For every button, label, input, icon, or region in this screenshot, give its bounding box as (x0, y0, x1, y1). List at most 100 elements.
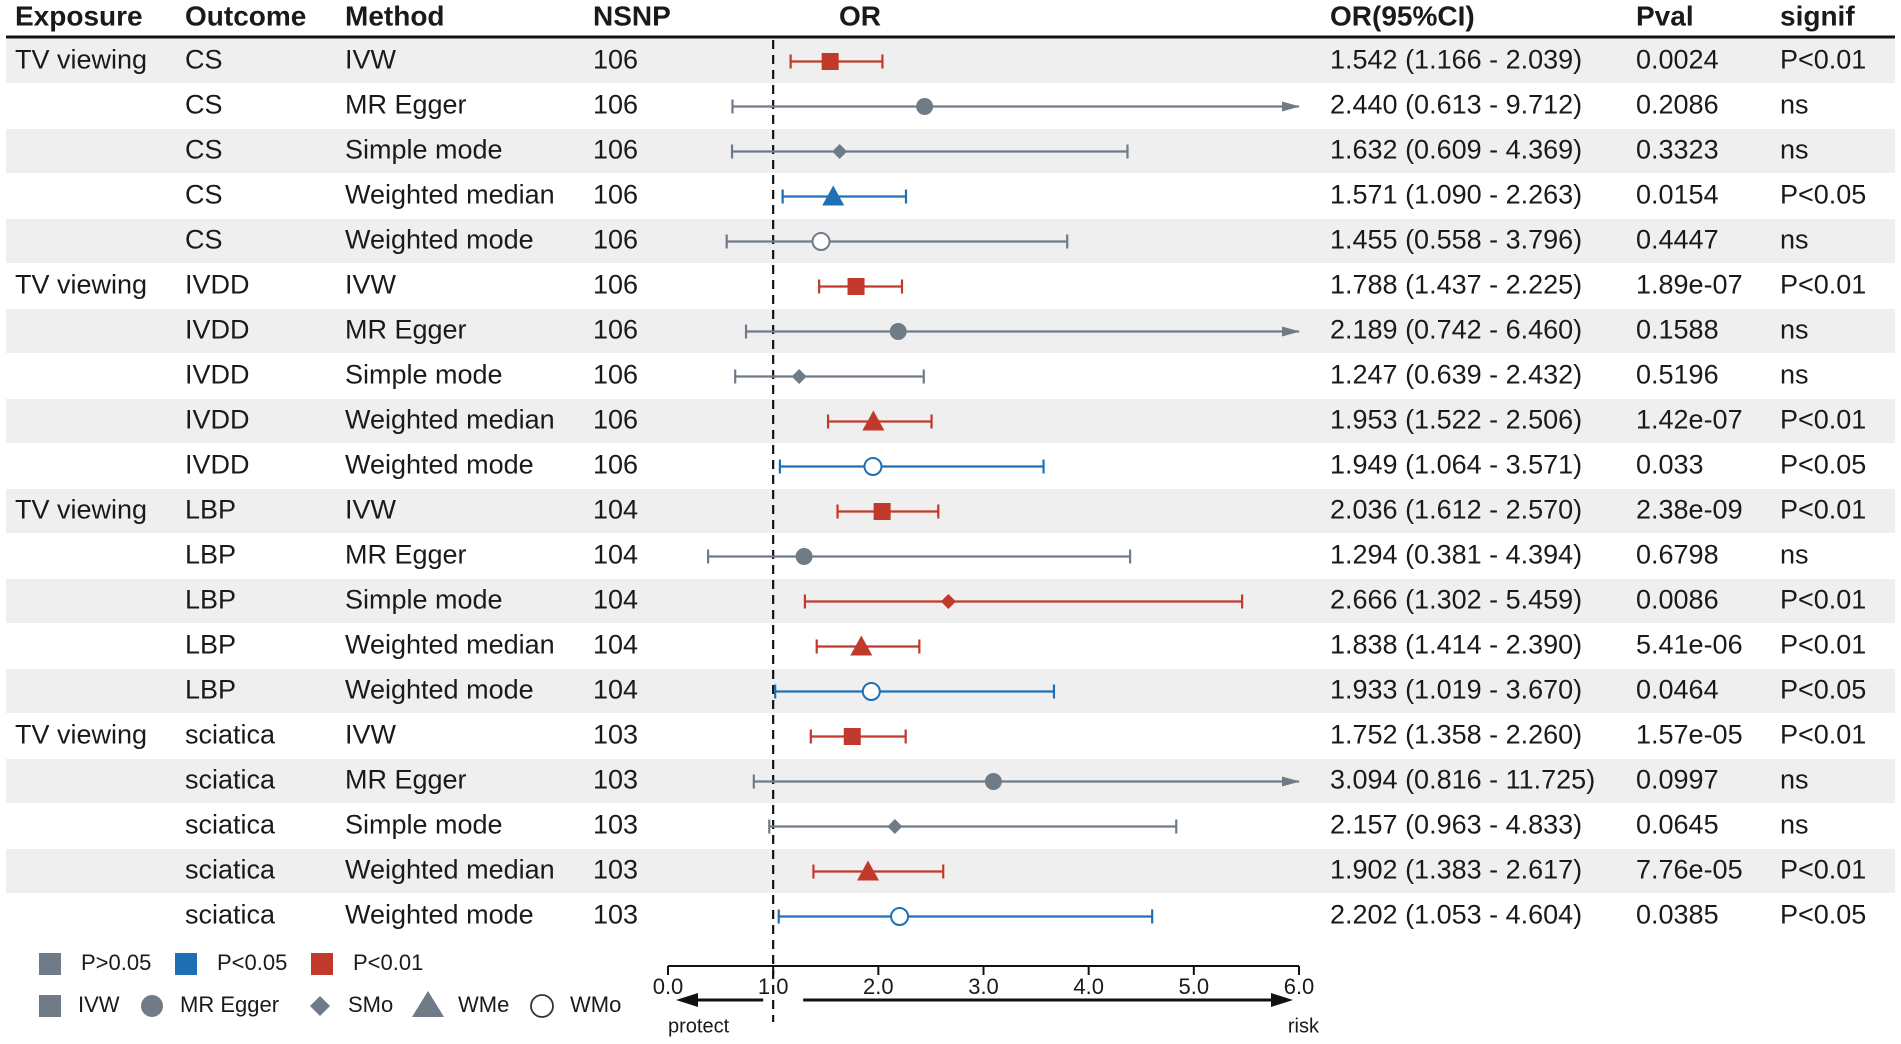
cell-outcome: CS (185, 90, 223, 120)
cell-method: Weighted median (345, 405, 555, 435)
cell-signif: P<0.05 (1780, 450, 1866, 480)
point-estimate-triangle (862, 410, 885, 431)
point-estimate-triangle (822, 185, 845, 206)
legend-circle (141, 995, 163, 1017)
cell-nsnp: 104 (593, 540, 638, 570)
cell-or-ci: 1.953 (1.522 - 2.506) (1330, 405, 1582, 435)
cell-outcome: LBP (185, 585, 236, 615)
point-estimate-open (861, 682, 881, 701)
legend-open-circle (530, 994, 554, 1018)
cell-pval: 7.76e-05 (1636, 855, 1743, 885)
point-estimate-circle (916, 98, 934, 115)
cell-nsnp: 103 (593, 810, 638, 840)
legend-shape-label: SMo (348, 992, 393, 1017)
cell-method: Weighted mode (345, 450, 534, 480)
cell-method: IVW (345, 495, 397, 525)
cell-signif: ns (1780, 135, 1809, 165)
cell-pval: 0.0385 (1636, 900, 1719, 930)
x-tick-label: 6.0 (1284, 974, 1315, 999)
cell-or-ci: 1.632 (0.609 - 4.369) (1330, 135, 1582, 165)
cell-pval: 0.6798 (1636, 540, 1719, 570)
cell-exposure: TV viewing (15, 45, 147, 75)
cell-pval: 0.4447 (1636, 225, 1719, 255)
cell-nsnp: 104 (593, 495, 638, 525)
cell-signif: P<0.01 (1780, 495, 1866, 525)
forest-row-16 (752, 773, 1300, 790)
cell-nsnp: 104 (593, 585, 638, 615)
legend-shape-circle (141, 995, 163, 1017)
cell-outcome: sciatica (185, 720, 276, 750)
cell-signif: P<0.01 (1780, 45, 1866, 75)
cell-pval: 1.57e-05 (1636, 720, 1743, 750)
forest-row-6 (744, 323, 1300, 340)
point-estimate-diamond (791, 369, 807, 384)
forest-row-3 (781, 185, 908, 206)
cell-pval: 0.0997 (1636, 765, 1719, 795)
cell-or-ci: 1.752 (1.358 - 2.260) (1330, 720, 1582, 750)
cell-or-ci: 3.094 (0.816 - 11.725) (1330, 765, 1595, 795)
point-estimate-square (821, 53, 839, 70)
cell-signif: ns (1780, 810, 1809, 840)
cell-signif: P<0.01 (1780, 630, 1866, 660)
cell-or-ci: 2.189 (0.742 - 6.460) (1330, 315, 1582, 345)
forest-row-12 (803, 594, 1244, 609)
forest-row-9 (778, 457, 1045, 476)
cell-signif: P<0.01 (1780, 270, 1866, 300)
cell-nsnp: 106 (593, 270, 638, 300)
cell-method: IVW (345, 270, 397, 300)
cell-outcome: CS (185, 180, 223, 210)
forest-row-14 (774, 682, 1056, 701)
cell-outcome: LBP (185, 540, 236, 570)
cell-nsnp: 106 (593, 450, 638, 480)
forest-row-18 (812, 860, 945, 881)
cell-or-ci: 2.440 (0.613 - 9.712) (1330, 90, 1582, 120)
cell-nsnp: 106 (593, 360, 638, 390)
header-exposure: Exposure (15, 0, 143, 31)
cell-outcome: sciatica (185, 900, 276, 930)
forest-row-4 (725, 232, 1069, 251)
cell-method: Weighted median (345, 180, 555, 210)
cell-signif: P<0.05 (1780, 675, 1866, 705)
cell-method: Simple mode (345, 360, 503, 390)
cell-method: Simple mode (345, 810, 503, 840)
cell-method: MR Egger (345, 765, 467, 795)
header-method: Method (345, 0, 445, 31)
risk-label: risk (1288, 1015, 1320, 1037)
forest-row-15 (809, 728, 907, 745)
row-stripe (6, 39, 1895, 83)
cell-nsnp: 106 (593, 405, 638, 435)
cell-nsnp: 103 (593, 855, 638, 885)
point-estimate-square (873, 503, 891, 520)
legend-shape-label: WMo (570, 992, 621, 1017)
x-tick-label: 0.0 (653, 974, 684, 999)
cell-or-ci: 1.933 (1.019 - 3.670) (1330, 675, 1582, 705)
forest-row-19 (777, 907, 1154, 926)
header-nsnp: NSNP (593, 0, 671, 31)
legend-color-label: P<0.01 (353, 950, 423, 975)
cell-pval: 5.41e-06 (1636, 630, 1743, 660)
forest-row-0 (789, 53, 884, 70)
x-tick-label: 5.0 (1179, 974, 1210, 999)
cell-or-ci: 1.294 (0.381 - 4.394) (1330, 540, 1582, 570)
cell-pval: 0.2086 (1636, 90, 1719, 120)
forest-row-11 (706, 548, 1132, 565)
cell-nsnp: 106 (593, 180, 638, 210)
point-estimate-circle (795, 548, 813, 565)
cell-pval: 0.033 (1636, 450, 1704, 480)
cell-nsnp: 104 (593, 675, 638, 705)
point-estimate-diamond (940, 594, 956, 609)
point-estimate-square (843, 728, 861, 745)
legend-shape-label: MR Egger (180, 992, 279, 1017)
cell-outcome: LBP (185, 630, 236, 660)
cell-nsnp: 103 (593, 900, 638, 930)
cell-signif: P<0.01 (1780, 855, 1866, 885)
forest-row-7 (734, 369, 925, 384)
cell-nsnp: 106 (593, 90, 638, 120)
forest-row-1 (731, 98, 1300, 115)
x-tick-label: 1.0 (758, 974, 789, 999)
point-estimate-triangle (857, 860, 880, 881)
cell-method: IVW (345, 45, 397, 75)
point-estimate-diamond (832, 144, 848, 159)
cell-pval: 0.0154 (1636, 180, 1719, 210)
point-estimate-diamond (887, 819, 903, 834)
